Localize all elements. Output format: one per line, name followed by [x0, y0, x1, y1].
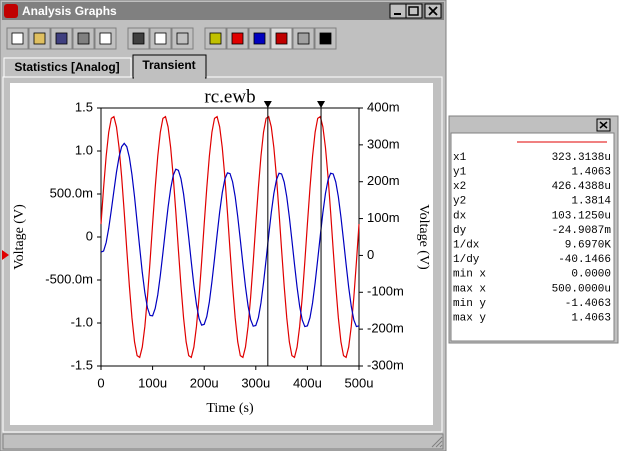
- app-icon: [4, 4, 18, 18]
- row-value: -24.9087m: [552, 225, 612, 237]
- series-line: [100, 142, 360, 328]
- row-value: -40.1466: [558, 254, 611, 266]
- row-label: x1: [453, 152, 467, 164]
- tab-label: Statistics [Analog]: [14, 60, 119, 74]
- x-tick-label: 300u: [241, 375, 270, 390]
- y2-tick-label: 100m: [367, 210, 400, 225]
- minimize-button[interactable]: [389, 3, 407, 19]
- row-value: 1.4063: [571, 167, 611, 179]
- y-tick-label: 0: [86, 228, 93, 243]
- row-value: 500.0000u: [552, 283, 611, 295]
- icon: [55, 32, 68, 45]
- icon: [408, 6, 419, 16]
- x-tick-label: 0: [97, 375, 104, 390]
- icon: [154, 32, 167, 45]
- icon: [319, 32, 332, 45]
- y-tick-label: 1.0: [75, 142, 93, 157]
- series-line: [100, 115, 360, 359]
- y2-tick-label: 300m: [367, 136, 400, 151]
- marker: [2, 250, 9, 260]
- chart: rc.ewb Time (s) Voltage (V) Voltage (V) …: [12, 86, 431, 416]
- y2-tick-label: 0: [367, 247, 374, 262]
- icon: [428, 6, 438, 16]
- cursor-handle: [317, 101, 326, 108]
- icon: [132, 32, 145, 45]
- tab-join: [134, 75, 205, 80]
- icon: [77, 32, 90, 45]
- resize-grip: [431, 436, 443, 448]
- icon: [33, 32, 46, 45]
- y2-tick-label: -100m: [367, 284, 404, 299]
- tab-label: Transient: [142, 58, 195, 72]
- icon: [11, 32, 24, 45]
- row-value: -1.4063: [565, 298, 611, 310]
- icon: [275, 32, 288, 45]
- row-label: x2: [453, 181, 466, 193]
- toolbar: [6, 27, 337, 50]
- y-tick-label: -1.5: [71, 357, 93, 372]
- y-tick-label: 1.5: [75, 99, 93, 114]
- x-axis-label: Time (s): [206, 401, 254, 416]
- y-tick-label: -500.0m: [45, 271, 93, 286]
- row-value: 103.1250u: [552, 210, 611, 222]
- row-label: dy: [453, 225, 467, 237]
- y2-tick-label: 400m: [367, 99, 400, 114]
- x-tick-label: 200u: [190, 375, 219, 390]
- window-title: Analysis Graphs: [22, 4, 117, 18]
- row-label: 1/dx: [453, 240, 480, 252]
- row-value: 9.6970K: [565, 240, 612, 252]
- row-label: max x: [453, 283, 486, 295]
- icon: [209, 32, 222, 45]
- y2-axis-label: Voltage (V): [416, 204, 431, 270]
- row-label: 1/dy: [453, 254, 480, 266]
- row-label: dx: [453, 210, 467, 222]
- icon: [253, 32, 266, 45]
- row-value: 426.4388u: [552, 181, 611, 193]
- x-tick-label: 400u: [293, 375, 322, 390]
- x-tick-label: 500u: [345, 375, 374, 390]
- row-label: max y: [453, 313, 486, 325]
- y2-tick-label: -200m: [367, 321, 404, 336]
- row-value: 0.0000: [571, 269, 611, 281]
- cursor-rows: x1 323.3138u y1 1.4063 x2 426.4388u y2 1.3814 dx…: [453, 152, 611, 325]
- row-label: min y: [453, 298, 486, 310]
- cursor-handle: [263, 101, 272, 108]
- icon: [176, 32, 189, 45]
- tab[interactable]: [3, 57, 132, 78]
- row-value: 1.3814: [571, 196, 611, 208]
- chart-title: rc.ewb: [204, 86, 255, 107]
- y2-tick-label: -300m: [367, 357, 404, 372]
- cursor-table: [450, 132, 615, 342]
- row-label: min x: [453, 269, 486, 281]
- row-value: 1.4063: [571, 313, 611, 325]
- y-tick-label: 500.0m: [50, 185, 93, 200]
- row-label: y1: [453, 167, 467, 179]
- icon: [599, 121, 608, 129]
- y-tick-label: -1.0: [71, 314, 93, 329]
- icon: [231, 32, 244, 45]
- window-buttons: [389, 3, 442, 19]
- x-tick-label: 100u: [138, 375, 167, 390]
- row-label: y2: [453, 196, 466, 208]
- y-axis-label: Voltage (V): [12, 204, 27, 270]
- row-value: 323.3138u: [552, 152, 611, 164]
- status-bar: [2, 433, 444, 450]
- y2-tick-label: 200m: [367, 173, 400, 188]
- title-bar: [2, 2, 444, 20]
- icon: [297, 32, 310, 45]
- icon: [99, 32, 112, 45]
